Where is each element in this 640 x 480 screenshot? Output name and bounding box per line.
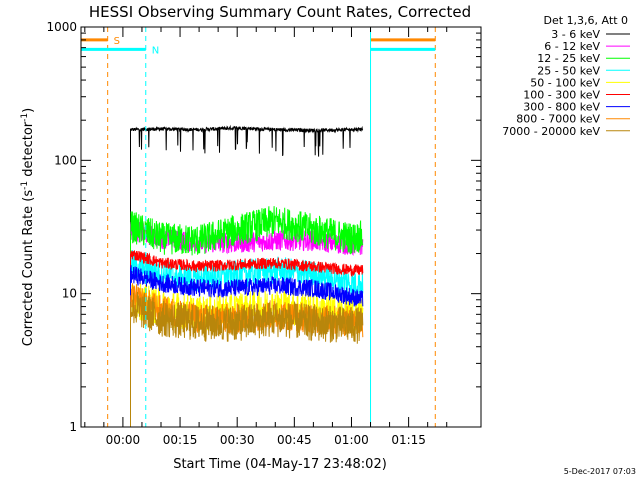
x-tick-label: 00:30 xyxy=(220,433,255,447)
y-tick-label: 1 xyxy=(69,420,77,434)
flag-label: S xyxy=(114,36,120,47)
legend-entry-label: 12 - 25 keV xyxy=(537,52,600,65)
x-tick-label: 00:00 xyxy=(106,433,141,447)
series-line xyxy=(130,249,364,427)
y-tick-label: 10 xyxy=(62,287,77,301)
y-tick-label: 100 xyxy=(54,153,77,167)
legend-entry-label: 800 - 7000 keV xyxy=(516,113,600,126)
legend-entry-label: 7000 - 20000 keV xyxy=(502,125,600,138)
series-layer xyxy=(130,124,364,427)
legend-title: Det 1,3,6, Att 0 xyxy=(544,14,628,27)
series-line xyxy=(130,291,364,427)
flag-label: N xyxy=(152,45,159,56)
x-tick-label: 00:45 xyxy=(277,433,312,447)
legend-entry-label: 25 - 50 keV xyxy=(537,64,600,77)
series-line xyxy=(130,206,364,427)
x-axis-label: Start Time (04-May-17 23:48:02) xyxy=(173,457,387,472)
series-line xyxy=(130,250,364,427)
series-line xyxy=(130,265,364,427)
x-tick-label: 00:15 xyxy=(163,433,198,447)
y-tick-label: 1000 xyxy=(46,20,77,34)
series-line xyxy=(130,124,364,427)
legend-entry-label: 300 - 800 keV xyxy=(523,101,600,114)
legend-entry-label: 50 - 100 keV xyxy=(530,76,600,89)
axes: 1 10 100 1000 00:00 00:15 00:30 00:45 01:00 01:15 xyxy=(46,20,481,447)
x-tick-label: 01:00 xyxy=(334,433,369,447)
legend-entry-label: 3 - 6 keV xyxy=(551,28,600,41)
y-axis-label: Corrected Count Rate (s-1 detector-1) xyxy=(20,108,36,346)
x-tick-label: 01:15 xyxy=(391,433,426,447)
plot-frame xyxy=(80,26,482,428)
generation-date: 5-Dec-2017 07:03 xyxy=(564,467,636,476)
chart-title: HESSI Observing Summary Count Rates, Cor… xyxy=(89,3,471,21)
legend-entry-label: 6 - 12 keV xyxy=(544,40,600,53)
legend-entry-label: 100 - 300 keV xyxy=(523,89,600,102)
